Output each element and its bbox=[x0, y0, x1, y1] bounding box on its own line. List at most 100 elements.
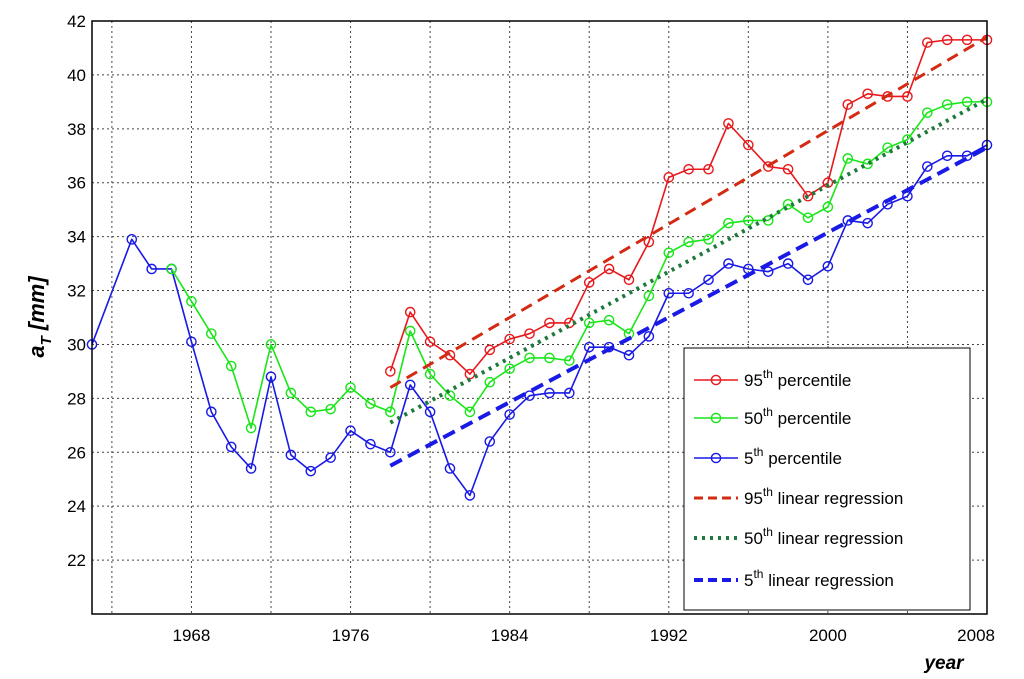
data-point-p95 bbox=[385, 366, 396, 377]
y-tick-label: 36 bbox=[67, 174, 86, 193]
legend-label-text: linear regression bbox=[763, 571, 893, 590]
series-line-p5 bbox=[91, 144, 988, 497]
legend-box bbox=[683, 347, 971, 611]
data-point-p5 bbox=[762, 266, 774, 277]
x-tick-label: 2008 bbox=[957, 626, 995, 645]
data-point-p50 bbox=[404, 325, 416, 337]
data-point-p5 bbox=[683, 287, 694, 299]
data-point-p95 bbox=[643, 236, 655, 248]
data-point-p50 bbox=[544, 352, 555, 364]
data-point-p50 bbox=[743, 215, 754, 226]
data-point-p95 bbox=[663, 172, 675, 183]
data-point-p5 bbox=[424, 406, 436, 418]
data-point-p5 bbox=[862, 217, 873, 229]
data-point-p50 bbox=[822, 201, 834, 213]
data-point-p5 bbox=[703, 274, 714, 286]
data-point-p95 bbox=[961, 34, 973, 46]
data-point-p95 bbox=[524, 328, 535, 339]
series-line-reg50 bbox=[389, 97, 988, 425]
data-point-p50 bbox=[703, 234, 714, 245]
data-point-p50 bbox=[842, 153, 854, 164]
legend-label-text: percentile bbox=[763, 449, 841, 468]
data-point-p95 bbox=[842, 99, 854, 110]
data-point-p50 bbox=[564, 355, 575, 366]
y-tick-label: 32 bbox=[67, 282, 86, 301]
data-point-p5 bbox=[305, 465, 317, 477]
legend-label-text: linear regression bbox=[773, 489, 903, 508]
legend-label-reg95: 95th linear regression bbox=[744, 485, 903, 508]
data-point-p95 bbox=[683, 163, 694, 175]
series-line-reg5 bbox=[389, 145, 988, 468]
data-point-p95 bbox=[743, 139, 754, 151]
data-point-p5 bbox=[225, 441, 237, 453]
data-point-p50 bbox=[166, 263, 177, 275]
data-point-p5 bbox=[245, 463, 257, 474]
legend-label-text: percentile bbox=[773, 371, 851, 390]
data-point-p50 bbox=[365, 398, 376, 410]
legend-label-reg50: 50th linear regression bbox=[744, 525, 903, 548]
data-point-p5 bbox=[186, 336, 197, 348]
data-point-p95 bbox=[424, 336, 436, 348]
data-point-p5 bbox=[464, 490, 476, 501]
data-point-p50 bbox=[663, 247, 675, 259]
legend-label-p50: 50th percentile bbox=[744, 405, 851, 428]
legend-label-number: 95 bbox=[744, 489, 763, 508]
data-point-p50 bbox=[245, 422, 257, 434]
y-tick-label: 34 bbox=[67, 228, 86, 247]
legend-marker-p50 bbox=[710, 412, 722, 424]
data-point-p5 bbox=[623, 349, 635, 361]
data-point-p5 bbox=[723, 258, 734, 269]
legend-label-p95: 95th percentile bbox=[744, 367, 851, 390]
data-point-p50 bbox=[206, 328, 217, 339]
data-point-p5 bbox=[544, 387, 555, 399]
data-point-p5 bbox=[643, 331, 655, 342]
data-point-p5 bbox=[325, 452, 336, 463]
data-point-p50 bbox=[484, 376, 496, 388]
data-point-p95 bbox=[583, 277, 595, 288]
data-point-p5 bbox=[385, 446, 396, 458]
data-point-p5 bbox=[941, 150, 953, 162]
data-point-p95 bbox=[603, 263, 615, 275]
data-point-p95 bbox=[504, 333, 515, 345]
legend-label-number: 5 bbox=[744, 571, 753, 590]
data-point-p5 bbox=[564, 387, 575, 399]
data-point-p95 bbox=[782, 163, 794, 175]
legend-label-suffix: th bbox=[763, 367, 773, 381]
y-axis-label-main: a bbox=[24, 345, 49, 357]
legend-label-number: 50 bbox=[744, 409, 763, 428]
y-tick-label: 38 bbox=[67, 120, 86, 139]
x-tick-labels: 1968 1976 1984 1992 2000 2008 bbox=[173, 626, 995, 645]
data-point-p5 bbox=[206, 406, 217, 418]
data-point-p50 bbox=[385, 406, 396, 418]
data-point-p5 bbox=[444, 463, 456, 474]
data-point-p95 bbox=[544, 317, 555, 329]
data-point-p50 bbox=[265, 339, 277, 350]
data-point-p50 bbox=[325, 403, 336, 415]
data-point-p95 bbox=[484, 344, 496, 356]
data-point-p95 bbox=[723, 118, 734, 129]
data-point-p5 bbox=[146, 263, 157, 275]
y-tick-label: 42 bbox=[67, 12, 86, 31]
x-tick-label: 1968 bbox=[173, 626, 211, 645]
series-line-reg95 bbox=[389, 35, 988, 389]
y-tick-label: 40 bbox=[67, 66, 86, 85]
data-point-p50 bbox=[305, 406, 317, 418]
data-point-p95 bbox=[623, 274, 635, 286]
plot-frame bbox=[91, 20, 988, 615]
data-point-p50 bbox=[424, 368, 436, 380]
x-tick-label: 1976 bbox=[332, 626, 370, 645]
x-tick-label: 2000 bbox=[809, 626, 847, 645]
x-tick-label: 1992 bbox=[650, 626, 688, 645]
legend-label-suffix: th bbox=[763, 485, 773, 499]
data-point-p95 bbox=[703, 163, 714, 175]
data-point-p5 bbox=[663, 287, 675, 299]
data-point-p50 bbox=[922, 107, 933, 118]
legend-label-p5: 5th percentile bbox=[744, 445, 842, 468]
data-point-p5 bbox=[126, 234, 138, 245]
x-axis-label: year bbox=[923, 653, 965, 674]
data-point-p5 bbox=[822, 260, 834, 272]
data-point-p5 bbox=[345, 425, 356, 437]
y-tick-label: 28 bbox=[67, 389, 86, 408]
data-point-p95 bbox=[922, 37, 933, 48]
